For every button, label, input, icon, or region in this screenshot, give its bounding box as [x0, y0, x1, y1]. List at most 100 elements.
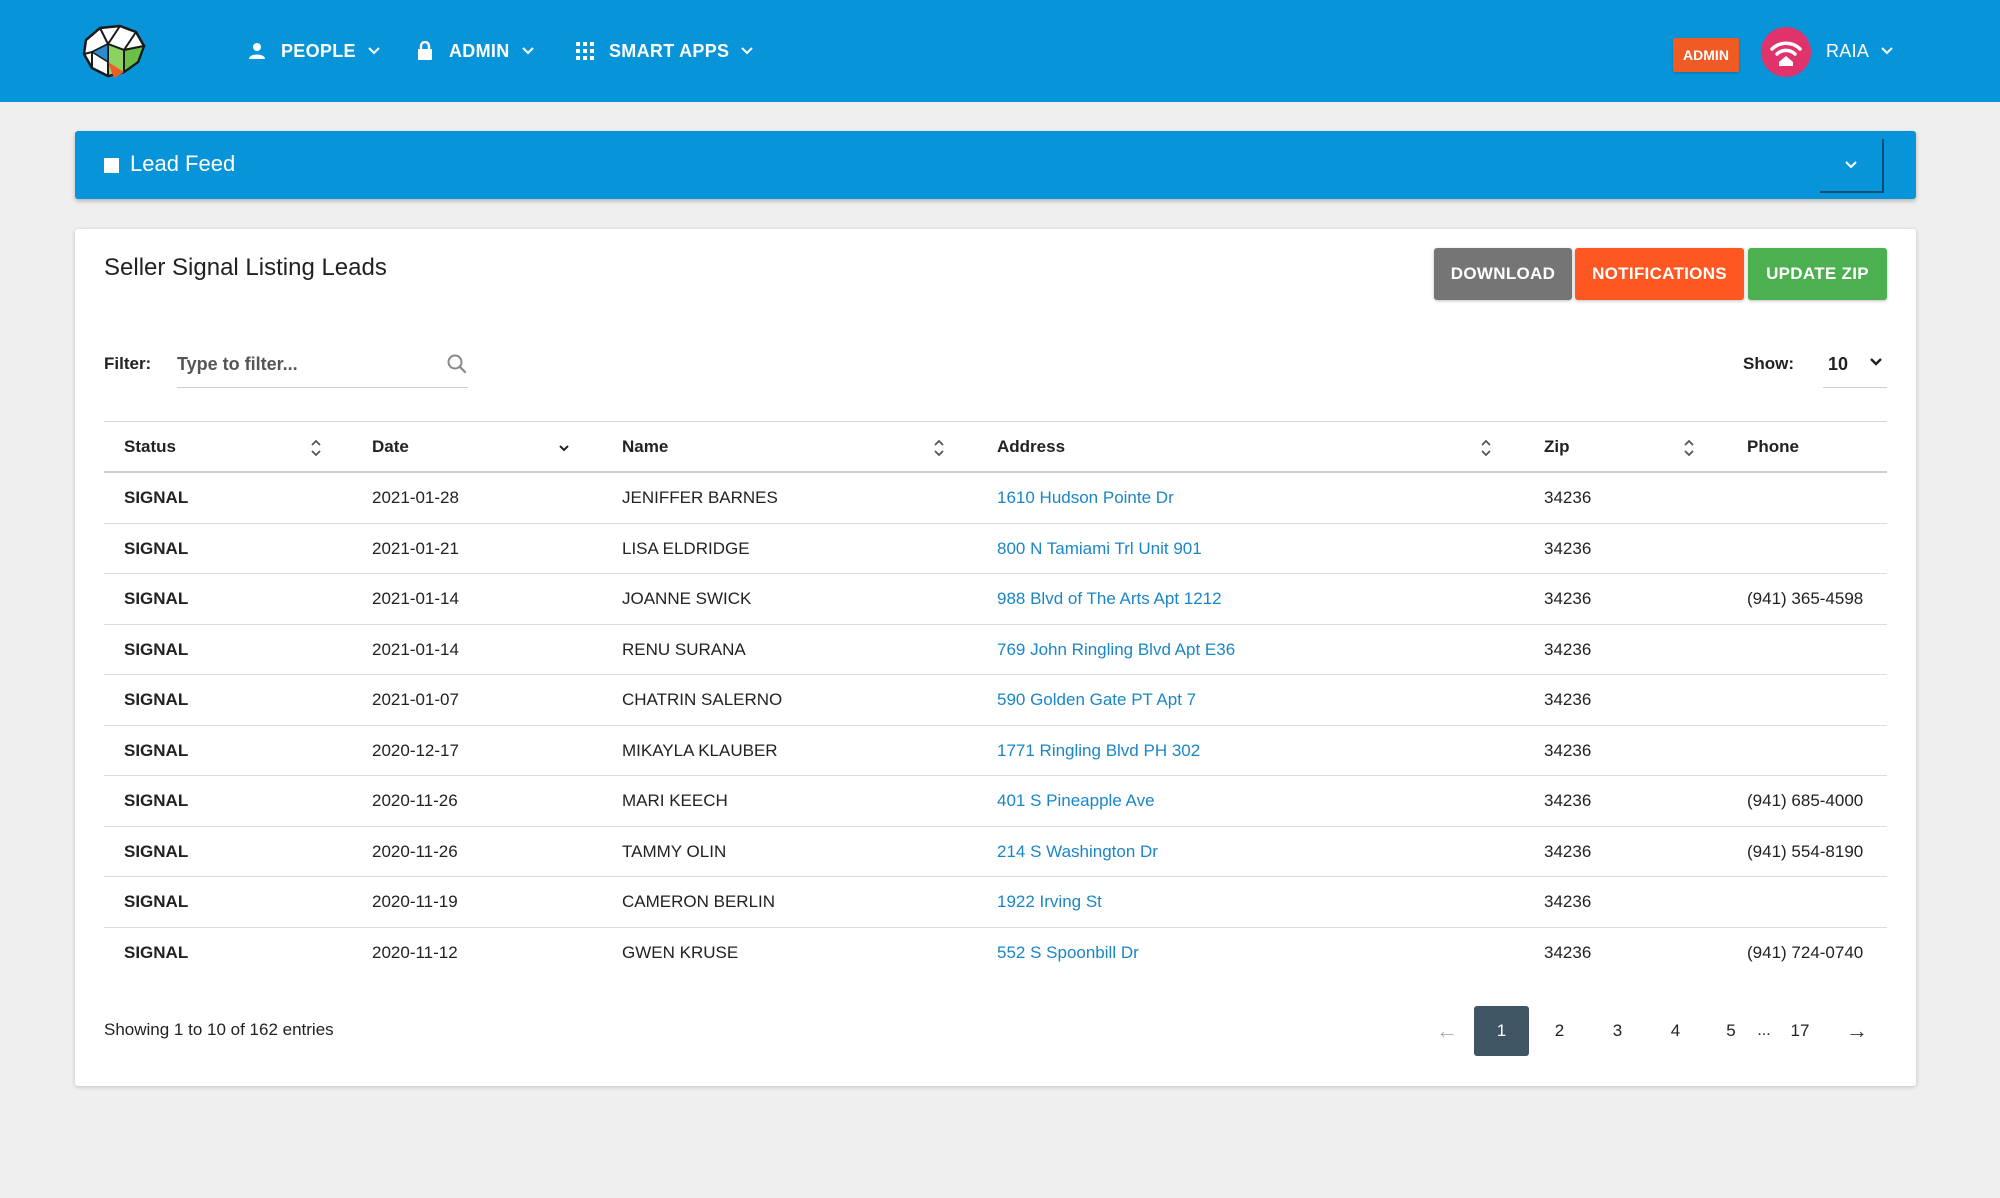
address-link[interactable]: 552 S Spoonbill Dr [997, 942, 1139, 962]
table-row: SIGNAL 2021-01-28 JENIFFER BARNES 1610 H… [104, 473, 1887, 524]
pagination-next-button[interactable]: → [1846, 1018, 1868, 1043]
admin-badge[interactable]: ADMIN [1673, 38, 1739, 72]
cell-status: SIGNAL [124, 690, 189, 709]
download-button[interactable]: DOWNLOAD [1434, 248, 1572, 300]
address-link[interactable]: 769 John Ringling Blvd Apt E36 [997, 639, 1236, 659]
address-link[interactable]: 1610 Hudson Pointe Dr [997, 488, 1174, 507]
cell-date: 2020-11-26 [372, 841, 458, 861]
cell-status: SIGNAL [124, 488, 189, 507]
cell-phone: (941) 685-4000 [1747, 791, 1864, 810]
cell-zip: 34236 [1544, 740, 1592, 760]
brain-logo-icon[interactable] [78, 22, 148, 80]
lock-icon [413, 39, 437, 63]
cell-name: CAMERON BERLIN [622, 892, 776, 911]
avatar[interactable] [1761, 27, 1811, 77]
update-zip-button[interactable]: UPDATE ZIP [1748, 248, 1887, 300]
nav-people-label: PEOPLE [281, 40, 356, 61]
cell-name: GWEN KRUSE [622, 942, 739, 962]
cell-phone: (941) 554-8190 [1747, 841, 1864, 861]
filter-field [177, 341, 468, 388]
cell-phone: (941) 365-4598 [1747, 589, 1864, 608]
sort-icon[interactable] [932, 438, 946, 458]
table-header: Status Date Name Address Zip Phone [104, 421, 1887, 473]
card-title: Seller Signal Listing Leads [104, 254, 387, 281]
cell-zip: 34236 [1544, 488, 1592, 507]
header-phone: Phone [1747, 437, 1799, 456]
cell-zip: 34236 [1544, 690, 1592, 709]
pagination-prev-button[interactable]: ← [1436, 1018, 1458, 1043]
chevron-down-icon [1881, 47, 1893, 55]
cell-date: 2020-12-17 [372, 740, 459, 760]
cell-date: 2021-01-14 [372, 639, 459, 659]
header-name[interactable]: Name [622, 437, 669, 456]
pagination-page-1[interactable]: 1 [1474, 1006, 1529, 1056]
sort-icon[interactable] [309, 438, 323, 458]
cell-date: 2021-01-21 [372, 538, 459, 558]
grid-icon [573, 39, 597, 63]
cell-date: 2021-01-14 [372, 589, 459, 608]
cell-name: MARI KEECH [622, 791, 728, 810]
notifications-button[interactable]: NOTIFICATIONS [1575, 248, 1744, 300]
address-link[interactable]: 988 Blvd of The Arts Apt 1212 [997, 589, 1222, 608]
header-address[interactable]: Address [997, 437, 1066, 456]
cell-zip: 34236 [1544, 892, 1592, 911]
top-navbar: PEOPLE ADMIN SMART APPS ADMIN [0, 0, 2000, 102]
table-row: SIGNAL 2021-01-07 CHATRIN SALERNO 590 Go… [104, 675, 1887, 726]
chevron-down-icon [741, 47, 754, 55]
user-name: RAIA [1826, 40, 1870, 61]
show-entries-select[interactable]: 10 [1823, 341, 1887, 388]
table-row: SIGNAL 2021-01-21 LISA ELDRIDGE 800 N Ta… [104, 524, 1887, 574]
cell-status: SIGNAL [124, 892, 189, 911]
pagination-ellipsis: ... [1757, 1022, 1771, 1039]
pagination-page-2[interactable]: 2 [1554, 1021, 1565, 1040]
person-icon [245, 39, 269, 63]
cell-name: JENIFFER BARNES [622, 488, 778, 507]
address-link[interactable]: 1922 Irving St [997, 892, 1102, 911]
filter-input[interactable] [177, 341, 437, 387]
lead-feed-toggle-button[interactable] [1820, 139, 1884, 193]
cell-status: SIGNAL [124, 740, 189, 760]
entries-info: Showing 1 to 10 of 162 entries [104, 1020, 334, 1039]
table-row: SIGNAL 2020-11-19 CAMERON BERLIN 1922 Ir… [104, 877, 1887, 928]
cell-zip: 34236 [1544, 589, 1592, 608]
pagination-page-4[interactable]: 4 [1670, 1021, 1681, 1040]
nav-people[interactable]: PEOPLE [245, 36, 380, 66]
cell-zip: 34236 [1544, 538, 1592, 558]
filter-label: Filter: [104, 354, 152, 373]
cell-phone: (941) 724-0740 [1747, 942, 1864, 962]
search-icon[interactable] [446, 353, 468, 375]
pagination-page-5[interactable]: 5 [1726, 1021, 1736, 1040]
nav-admin[interactable]: ADMIN [413, 36, 534, 66]
pagination-page-last[interactable]: 17 [1790, 1021, 1810, 1040]
wifi-home-icon [1770, 41, 1802, 66]
cell-name: CHATRIN SALERNO [622, 690, 783, 709]
nav-smart-apps[interactable]: SMART APPS [573, 36, 754, 66]
address-link[interactable]: 401 S Pineapple Ave [997, 791, 1155, 810]
table-row: SIGNAL 2020-11-12 GWEN KRUSE 552 S Spoon… [104, 928, 1887, 979]
chevron-down-icon [1845, 161, 1857, 169]
sort-icon[interactable] [1479, 438, 1493, 458]
chevron-down-icon [1870, 358, 1882, 366]
cell-status: SIGNAL [124, 589, 189, 608]
cell-name: LISA ELDRIDGE [622, 538, 750, 558]
header-zip[interactable]: Zip [1544, 437, 1570, 456]
cell-name: MIKAYLA KLAUBER [622, 740, 778, 760]
cell-zip: 34236 [1544, 841, 1592, 861]
leads-card: Seller Signal Listing Leads DOWNLOAD NOT… [75, 229, 1916, 1086]
table-row: SIGNAL 2020-11-26 TAMMY OLIN 214 S Washi… [104, 827, 1887, 877]
sort-desc-icon[interactable] [557, 438, 571, 458]
cell-date: 2020-11-19 [372, 892, 458, 911]
address-link[interactable]: 800 N Tamiami Trl Unit 901 [997, 538, 1202, 558]
address-link[interactable]: 1771 Ringling Blvd PH 302 [997, 740, 1201, 760]
address-link[interactable]: 214 S Washington Dr [997, 841, 1158, 861]
chevron-down-icon [521, 47, 534, 55]
show-label: Show: [1743, 354, 1794, 373]
address-link[interactable]: 590 Golden Gate PT Apt 7 [997, 690, 1197, 709]
user-menu[interactable]: RAIA [1826, 36, 1893, 66]
header-date[interactable]: Date [372, 437, 409, 456]
header-status[interactable]: Status [124, 437, 176, 456]
sort-icon[interactable] [1682, 438, 1696, 458]
pagination-page-3[interactable]: 3 [1612, 1021, 1623, 1040]
cell-date: 2020-11-26 [372, 791, 458, 810]
square-icon [104, 158, 119, 173]
